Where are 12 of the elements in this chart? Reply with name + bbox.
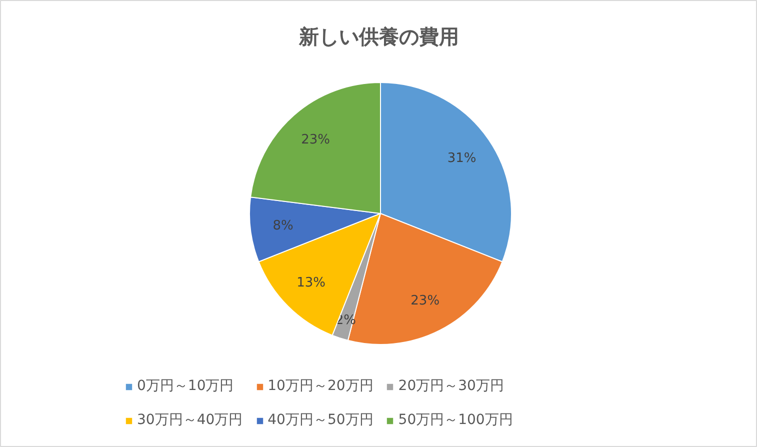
legend-label: 50万円～100万円	[398, 411, 513, 430]
data-label: 13%	[296, 275, 326, 290]
legend-label: 0万円～10万円	[137, 377, 234, 396]
data-label: 8%	[272, 218, 294, 234]
data-label: 23%	[301, 132, 330, 148]
legend-label: 10万円～20万円	[268, 377, 374, 396]
legend-label: 40万円～50万円	[268, 411, 374, 430]
legend-label: 20万円～30万円	[398, 377, 504, 396]
data-label: 23%	[410, 294, 440, 309]
data-label: 31%	[447, 150, 476, 166]
legend-label: 30万円～40万円	[137, 411, 243, 430]
chart-title: 新しい供養の費用	[298, 24, 459, 48]
